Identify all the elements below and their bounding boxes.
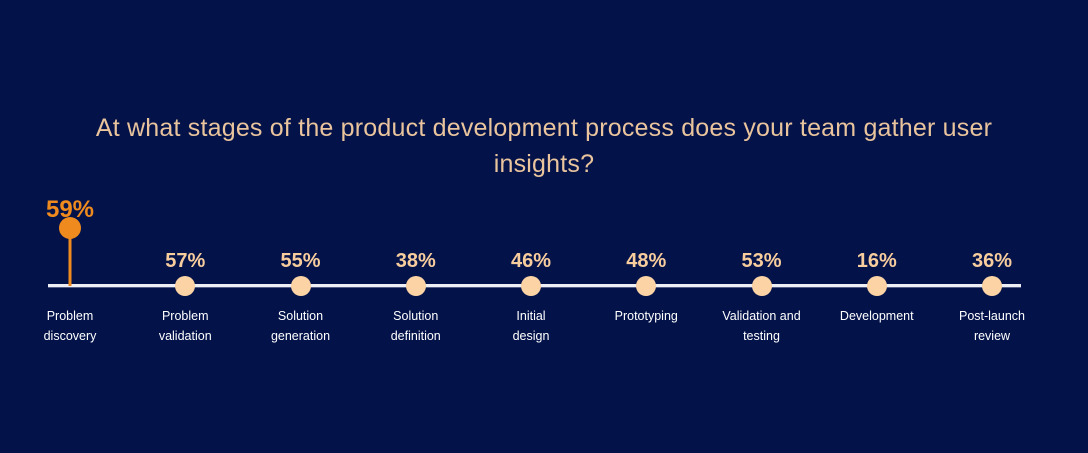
point-value-label: 46% bbox=[510, 250, 552, 272]
point-value-label: 53% bbox=[741, 250, 782, 272]
point-category-label: Prototyping bbox=[614, 309, 678, 323]
point-dot bbox=[751, 276, 772, 296]
point-value-label: 36% bbox=[971, 250, 1013, 272]
point-category-label: Development bbox=[839, 309, 914, 323]
point-category-label: Solution definition bbox=[390, 309, 441, 343]
point-category-label: Problem discovery bbox=[43, 309, 97, 343]
point-dot bbox=[521, 276, 541, 296]
point-category-label: Solution generation bbox=[270, 309, 331, 343]
point-stem bbox=[68, 228, 72, 286]
point-category-label: Validation and testing bbox=[722, 309, 801, 343]
point-dot bbox=[866, 276, 887, 296]
point-dot bbox=[59, 217, 81, 239]
point-value-label: 16% bbox=[856, 250, 897, 272]
point-dot bbox=[636, 276, 657, 296]
point-value-label: 48% bbox=[626, 250, 667, 272]
point-category-label: Post-launch review bbox=[958, 309, 1025, 343]
point-value-label: 55% bbox=[280, 250, 321, 272]
point-category-label: Problem validation bbox=[158, 309, 212, 343]
chart-title: At what stages of the product developmen… bbox=[95, 114, 993, 178]
point-dot bbox=[405, 276, 426, 296]
point-category-label: Initial design bbox=[512, 309, 550, 343]
point-dot bbox=[175, 276, 196, 296]
point-value-label: 38% bbox=[395, 250, 436, 272]
point-dot bbox=[982, 276, 1002, 296]
point-dot bbox=[290, 276, 311, 296]
point-value-label: 57% bbox=[165, 250, 206, 272]
